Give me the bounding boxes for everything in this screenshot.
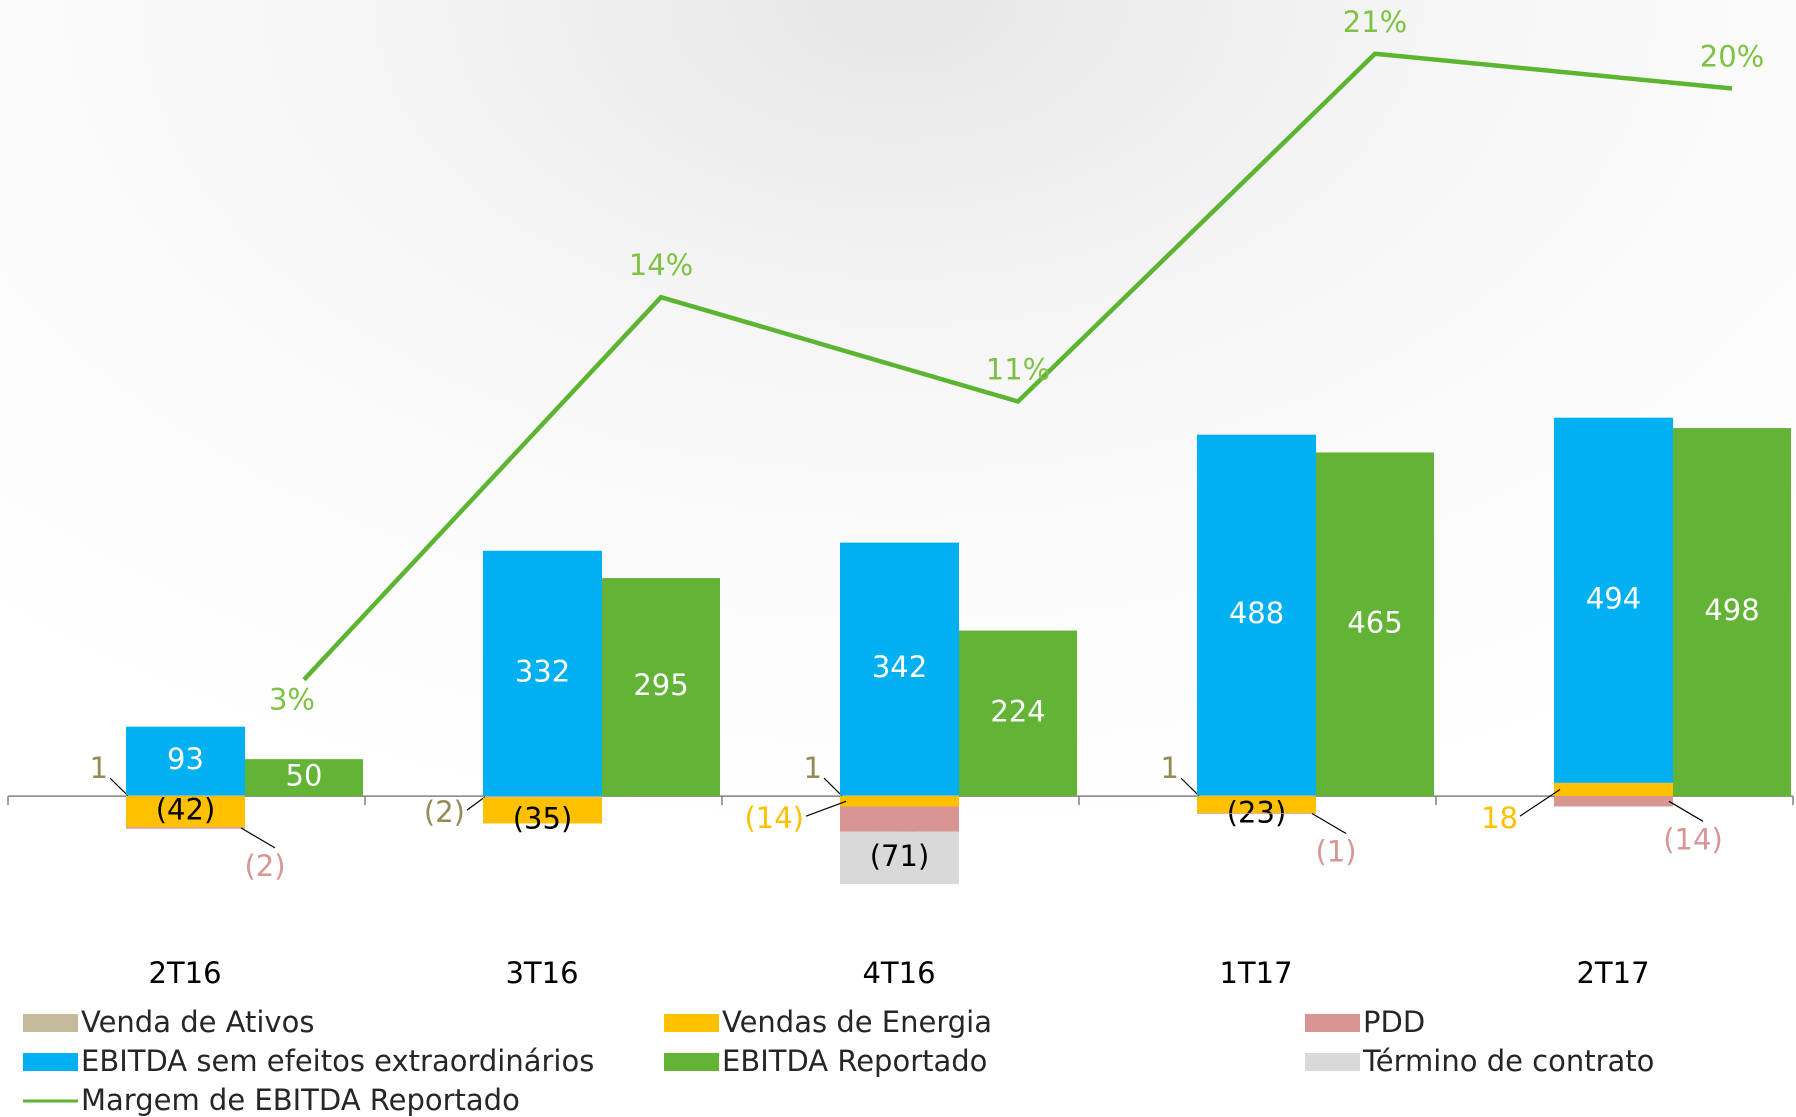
legend-label: Vendas de Energia	[722, 1005, 992, 1039]
data-label: 465	[1347, 605, 1402, 639]
legend-swatch	[1305, 1014, 1360, 1032]
data-label: 3%	[269, 683, 315, 717]
data-label: (71)	[870, 839, 930, 873]
bar-segment	[126, 827, 245, 829]
bar	[959, 630, 1077, 797]
x-tick-label: 2T17	[1576, 956, 1649, 990]
data-label: 498	[1704, 593, 1759, 627]
data-label: 488	[1229, 596, 1284, 630]
leader-line	[1519, 788, 1561, 817]
data-label: 1	[804, 751, 822, 785]
legend-swatch	[664, 1014, 719, 1032]
legend-label: Término de contrato	[1362, 1044, 1654, 1078]
data-label: 18	[1481, 801, 1518, 835]
bar	[602, 578, 720, 797]
bar-segment	[840, 542, 959, 796]
bar-segment	[1554, 782, 1673, 797]
leader-line	[240, 827, 276, 849]
leader-line	[466, 796, 486, 811]
leader-line	[1311, 812, 1347, 835]
data-label: 14%	[629, 248, 693, 282]
bar-segment	[126, 726, 245, 796]
leader-line	[1180, 777, 1200, 797]
data-label: 93	[167, 742, 204, 776]
bar-segment	[840, 795, 959, 797]
x-tick-label: 2T16	[148, 956, 221, 990]
leader-line	[1668, 800, 1704, 822]
legend-swatch	[664, 1053, 719, 1071]
bar-segment	[1197, 795, 1316, 797]
bar-segment	[483, 550, 602, 797]
data-label: 1	[1161, 751, 1179, 785]
bar	[1316, 452, 1434, 797]
data-label: 332	[515, 654, 570, 688]
legend-label: Margem de EBITDA Reportado	[81, 1083, 520, 1117]
bar-segment	[483, 797, 602, 824]
bar-segment	[840, 806, 959, 832]
data-label: 20%	[1700, 40, 1764, 74]
data-label: 21%	[1343, 5, 1407, 39]
bar-segment	[126, 796, 245, 828]
bar-segment	[840, 796, 959, 807]
data-label: 295	[633, 668, 688, 702]
legend-swatch	[23, 1053, 78, 1071]
data-label: 1	[90, 751, 108, 785]
legend-swatch	[1305, 1053, 1360, 1071]
bar-segment	[840, 831, 959, 885]
bar	[1673, 428, 1791, 797]
bar-segment	[1197, 813, 1316, 814]
bar	[245, 759, 363, 797]
leader-line	[805, 800, 847, 817]
x-tick-label: 1T17	[1219, 956, 1292, 990]
legend-label: PDD	[1363, 1005, 1425, 1039]
leader-line	[109, 777, 129, 797]
legend-swatch	[23, 1014, 78, 1032]
data-label: (23)	[1227, 796, 1287, 830]
bar-segment	[1554, 417, 1673, 783]
bar-segment	[126, 795, 245, 797]
data-label: 50	[286, 759, 323, 793]
data-label: (2)	[244, 849, 285, 883]
data-label: (14)	[1663, 822, 1723, 856]
data-label: 342	[872, 650, 927, 684]
legend-label: EBITDA sem efeitos extraordinários	[81, 1044, 594, 1078]
data-label: (1)	[1315, 835, 1356, 869]
legend-label: Venda de Ativos	[81, 1005, 314, 1039]
data-label: 11%	[986, 353, 1050, 387]
bar-segment	[1197, 434, 1316, 796]
x-tick-label: 4T16	[862, 956, 935, 990]
bar-segment	[1554, 796, 1673, 807]
data-label: 224	[990, 694, 1045, 728]
data-label: (35)	[513, 802, 573, 836]
line	[302, 51, 1733, 682]
legend-label: EBITDA Reportado	[722, 1044, 987, 1078]
bar-segment	[1197, 796, 1316, 814]
leader-line	[823, 777, 843, 797]
bar-segment	[483, 796, 602, 798]
data-label: (14)	[744, 801, 804, 835]
x-tick-label: 3T16	[505, 956, 578, 990]
data-label: (2)	[424, 795, 465, 829]
data-label: (42)	[156, 793, 216, 827]
data-label: 494	[1586, 581, 1641, 615]
